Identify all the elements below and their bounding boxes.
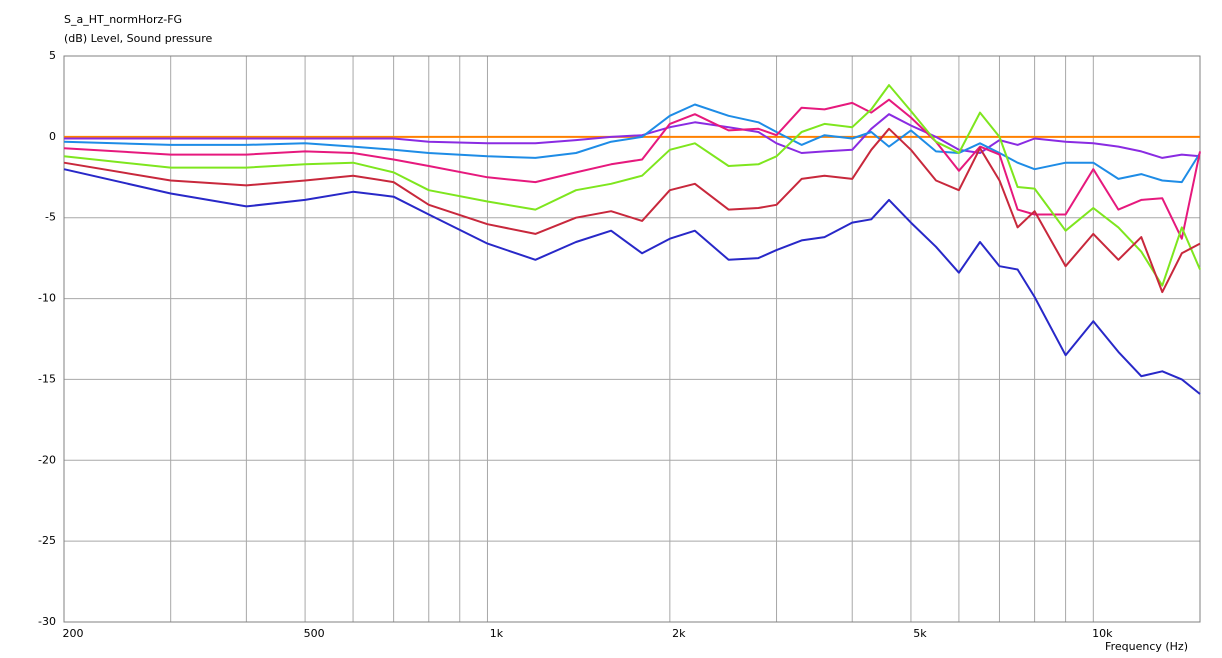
- plot-frame: [63, 55, 1201, 623]
- y-tick-label: -30: [38, 615, 56, 628]
- y-tick-label: -10: [38, 292, 56, 305]
- chart-subtitle: (dB) Level, Sound pressure: [64, 32, 213, 45]
- y-tick-label: 0: [49, 130, 56, 143]
- y-tick-label: -5: [45, 211, 56, 224]
- y-tick-label: -20: [38, 453, 56, 466]
- x-axis-label: Frequency (Hz): [1105, 640, 1188, 653]
- series-line: [63, 103, 1201, 184]
- y-tick-label: 5: [49, 49, 56, 62]
- x-tick-label: 200: [63, 627, 84, 640]
- x-tick-label: 2k: [672, 627, 686, 640]
- series-line: [63, 127, 1201, 294]
- x-tick-label: 1k: [490, 627, 504, 640]
- x-tick-label: 5k: [913, 627, 927, 640]
- x-tick-label: 10k: [1092, 627, 1113, 640]
- series-line: [63, 98, 1201, 240]
- series-line: [63, 84, 1201, 287]
- y-tick-label: -25: [38, 534, 56, 547]
- series-line: [63, 168, 1201, 395]
- series-line: [64, 113, 1201, 159]
- y-tick-label: -15: [38, 372, 56, 385]
- chart-title: S_a_HT_normHorz-FG: [64, 13, 182, 26]
- x-tick-label: 500: [304, 627, 325, 640]
